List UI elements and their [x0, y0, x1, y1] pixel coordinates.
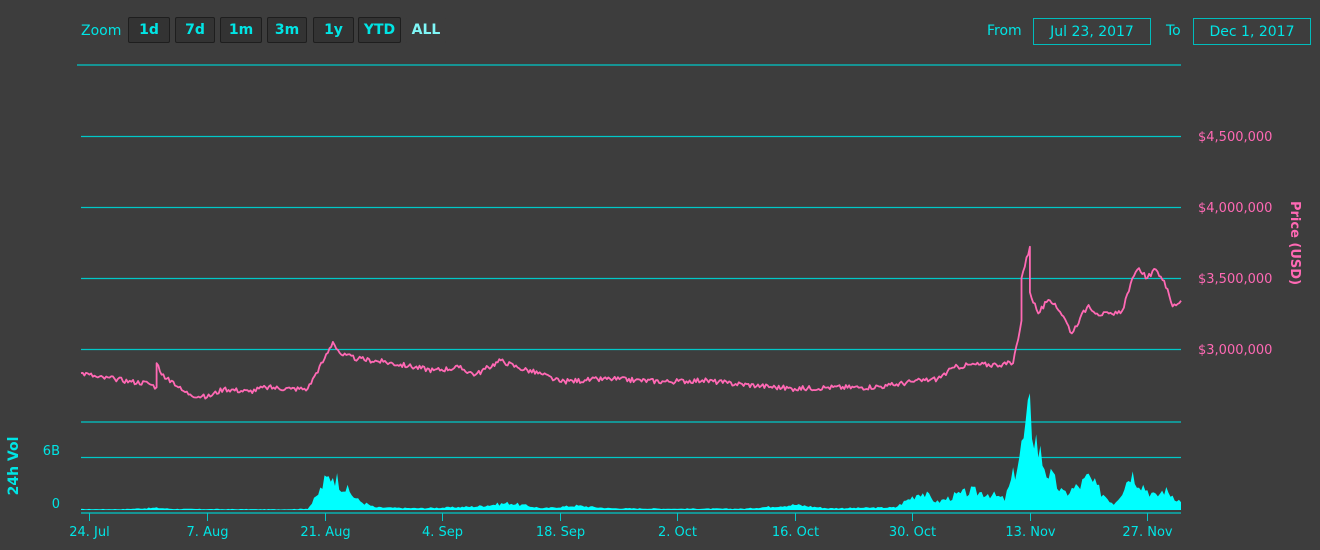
zoom-label: Zoom	[81, 23, 122, 39]
price-tick-label-2: $4,000,000	[1198, 201, 1272, 216]
zoom-1y-button[interactable]: 1y	[313, 17, 354, 43]
time-tick-label-5: 2. Oct	[658, 525, 697, 540]
time-tick-label-6: 16. Oct	[772, 525, 819, 540]
volume-axis-title: 24h Vol	[6, 437, 22, 496]
price-gridlines	[77, 64, 1181, 351]
time-axis-ticks: 24. Jul 7. Aug 21. Aug 4. Sep 18. Sep 2. Oct 1…	[69, 513, 1173, 540]
time-tick-label-3: 4. Sep	[422, 525, 463, 540]
time-tick-label-7: 30. Oct	[889, 525, 936, 540]
range-selector: Zoom 1d 7d 1m 3m 1y YTD ALL From Jul 23,…	[0, 0, 1320, 60]
from-date-input[interactable]: Jul 23, 2017	[1033, 18, 1151, 45]
volume-tick-label-1: 6B	[43, 444, 60, 459]
volume-axis-ticks: 0 6B	[43, 444, 60, 512]
volume-tick-label-0: 0	[52, 497, 60, 512]
price-tick-label-1: $3,500,000	[1198, 272, 1272, 287]
from-label: From	[987, 23, 1022, 39]
zoom-ytd-button[interactable]: YTD	[358, 17, 401, 43]
price-tick-label-3: $4,500,000	[1198, 130, 1272, 145]
volume-area-path	[81, 393, 1181, 510]
price-axis-title: Price (USD)	[1287, 201, 1302, 285]
time-tick-label-2: 21. Aug	[300, 525, 350, 540]
price-axis-ticks: $3,000,000 $3,500,000 $4,000,000 $4,500,000	[1198, 130, 1272, 358]
to-label: To	[1166, 23, 1181, 39]
price-tick-label-0: $3,000,000	[1198, 343, 1272, 358]
zoom-3m-button[interactable]: 3m	[267, 17, 307, 43]
time-tick-label-4: 18. Sep	[536, 525, 585, 540]
to-date-input[interactable]: Dec 1, 2017	[1193, 18, 1311, 45]
time-tick-label-9: 27. Nov	[1122, 525, 1172, 540]
time-tick-label-1: 7. Aug	[187, 525, 229, 540]
price-line-path	[80, 245, 1182, 400]
time-tick-label-0: 24. Jul	[69, 525, 110, 540]
price-line	[80, 245, 1182, 400]
zoom-all-button[interactable]: ALL	[405, 17, 447, 43]
volume-gridlines	[81, 421, 1181, 514]
time-tick-label-8: 13. Nov	[1005, 525, 1055, 540]
zoom-7d-button[interactable]: 7d	[175, 17, 215, 43]
volume-area	[81, 393, 1181, 510]
zoom-1m-button[interactable]: 1m	[220, 17, 262, 43]
zoom-1d-button[interactable]: 1d	[128, 17, 170, 43]
